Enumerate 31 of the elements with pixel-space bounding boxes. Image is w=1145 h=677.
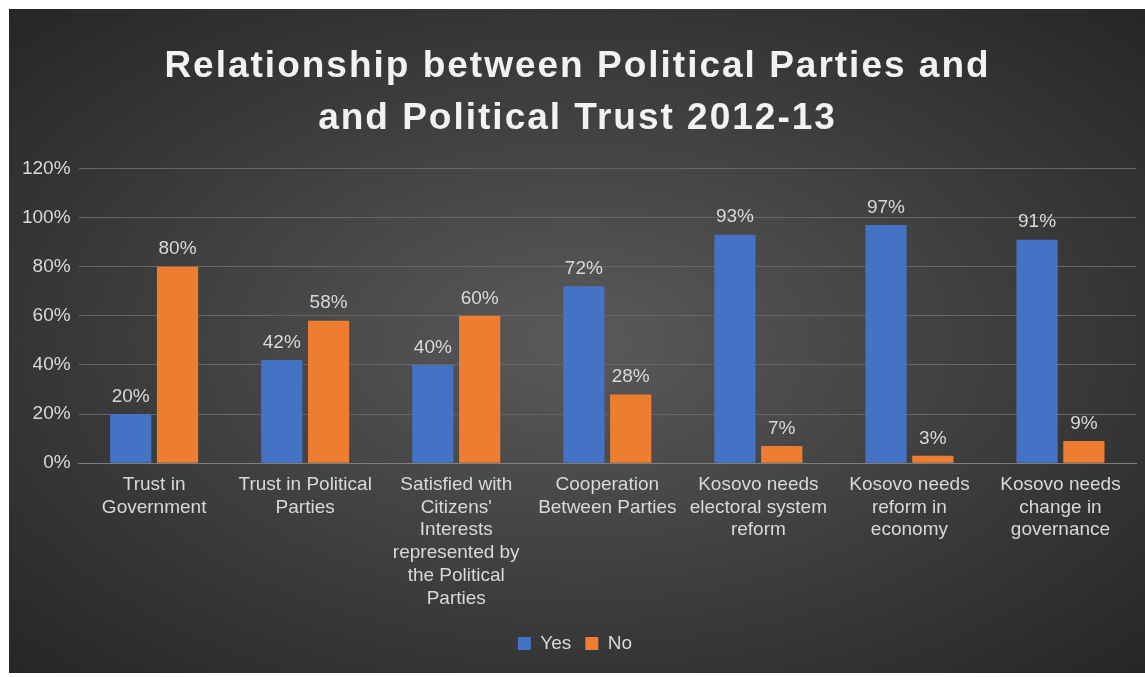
- x-tick-label: Satisfied with Citizens' Interests represented by the Political Parties: [392, 472, 521, 608]
- data-label: 80%: [158, 237, 197, 259]
- data-label: 93%: [715, 205, 755, 227]
- x-tick-label: Trust in Government: [101, 472, 208, 517]
- y-tick-label: 80%: [32, 254, 71, 276]
- data-label: 7%: [768, 416, 796, 438]
- x-tick-label: Trust in Political Parties: [238, 472, 372, 517]
- data-label: 42%: [262, 330, 301, 352]
- data-label: 60%: [460, 286, 499, 308]
- x-tick-label: Kosovo needs reform in economy: [849, 472, 970, 540]
- data-label: 91%: [1018, 210, 1057, 232]
- chart-title: Relationship between Political Parties and and Political Trust 2012-13: [163, 43, 992, 139]
- y-tick-label: 60%: [32, 304, 71, 326]
- data-label: 97%: [866, 195, 906, 217]
- data-label: 20%: [111, 384, 150, 406]
- y-tick-label: 100%: [21, 205, 71, 227]
- data-label: 9%: [1070, 411, 1098, 433]
- y-tick-label: 0%: [43, 451, 71, 473]
- x-tick-label: Cooperation Between Parties: [538, 472, 677, 517]
- y-tick-label: 40%: [32, 353, 71, 375]
- data-label: 28%: [611, 365, 650, 387]
- legend-label: Yes: [540, 631, 572, 653]
- y-tick-label: 20%: [32, 402, 71, 424]
- data-label: 40%: [413, 335, 452, 357]
- data-label: 3%: [919, 426, 947, 448]
- x-tick-label: Kosovo needs electoral system reform: [689, 472, 827, 540]
- y-tick-label: 120%: [21, 156, 71, 178]
- data-label: 72%: [564, 257, 603, 279]
- data-label: 58%: [309, 291, 348, 313]
- legend-label: No: [607, 631, 633, 653]
- x-tick-label: Kosovo needs change in governance: [1000, 472, 1121, 540]
